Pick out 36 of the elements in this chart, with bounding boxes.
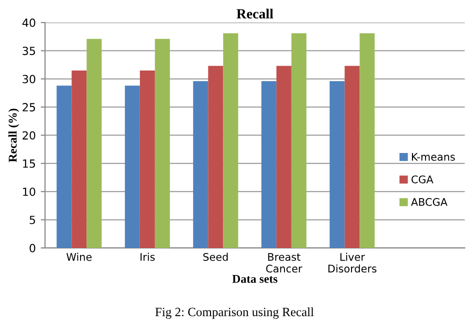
x-tick-label: Breast Cancer (266, 253, 302, 273)
y-tick-label: 20 (22, 131, 36, 140)
y-tick-label: 15 (23, 160, 36, 168)
bar (124, 86, 140, 248)
bar (56, 86, 72, 248)
y-tick-label: 10 (23, 188, 36, 196)
bar (72, 70, 87, 248)
legend-label: K-means (412, 153, 455, 161)
y-tick-label: 30 (22, 74, 36, 84)
bar (208, 66, 224, 248)
y-tick-label: 25 (22, 103, 36, 112)
x-axis-title: Data sets (232, 275, 278, 283)
y-tick-label: 5 (30, 216, 36, 224)
bar (360, 33, 375, 248)
y-axis-title: Recall (%) (8, 108, 20, 162)
bar (330, 81, 345, 248)
y-tick-label: 40 (22, 18, 36, 27)
bar (291, 33, 306, 248)
legend-label: ABCGA (411, 198, 448, 206)
bar (140, 70, 155, 248)
bar (344, 66, 360, 248)
x-tick-label: Liver Disorders (328, 252, 376, 273)
bar (223, 33, 238, 248)
bar (86, 38, 102, 248)
caption: Fig 2: Comparison using Recall (155, 307, 314, 319)
x-tick-label: Seed (203, 252, 228, 261)
bar (193, 81, 208, 248)
bar (276, 66, 292, 248)
bar (261, 81, 276, 248)
x-tick-label: Wine (66, 252, 92, 261)
y-tick-label: 0 (30, 244, 36, 252)
legend-label: CGA (412, 175, 434, 184)
bar (154, 38, 170, 248)
x-tick-label: Iris (140, 252, 155, 261)
chart-title: Recall (236, 8, 274, 19)
y-tick-label: 35 (22, 46, 36, 56)
